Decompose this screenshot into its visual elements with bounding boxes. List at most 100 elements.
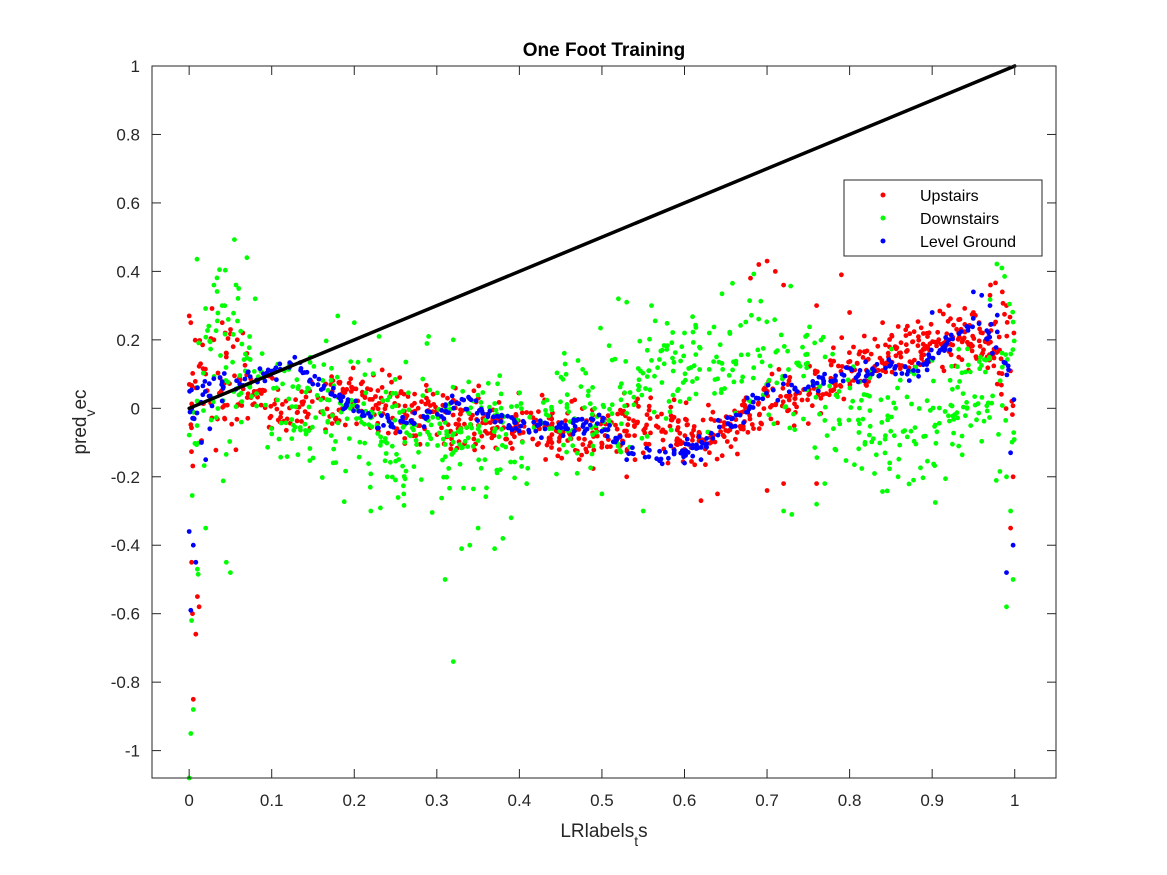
point-level-ground	[694, 445, 700, 451]
point-downstairs	[195, 571, 201, 577]
point-upstairs	[488, 420, 493, 425]
point-upstairs	[228, 327, 233, 332]
point-downstairs	[950, 386, 955, 392]
point-downstairs	[238, 419, 244, 425]
point-level-ground	[610, 439, 616, 445]
point-downstairs	[495, 381, 500, 387]
point-downstairs	[306, 386, 311, 392]
point-downstairs	[817, 411, 822, 417]
point-downstairs	[200, 370, 206, 376]
point-level-ground	[820, 376, 825, 381]
point-upstairs	[683, 416, 688, 422]
point-downstairs	[554, 370, 560, 376]
point-downstairs	[475, 525, 481, 531]
point-upstairs	[370, 397, 375, 402]
point-downstairs	[609, 357, 615, 363]
point-level-ground	[542, 420, 548, 426]
point-level-ground	[816, 374, 822, 380]
point-downstairs	[882, 450, 888, 456]
point-downstairs	[749, 312, 754, 318]
point-downstairs	[341, 499, 347, 505]
point-level-ground	[443, 402, 448, 408]
point-downstairs	[265, 444, 270, 450]
point-upstairs	[646, 441, 652, 447]
point-downstairs	[380, 398, 386, 403]
point-level-ground	[717, 424, 722, 430]
point-downstairs	[519, 406, 524, 411]
point-downstairs	[693, 391, 699, 397]
point-downstairs	[331, 446, 337, 452]
point-downstairs	[328, 377, 334, 383]
point-downstairs	[664, 347, 670, 352]
point-downstairs	[586, 388, 591, 394]
point-downstairs	[788, 283, 794, 289]
point-downstairs	[661, 361, 667, 367]
point-downstairs	[388, 459, 393, 465]
point-downstairs	[955, 384, 960, 390]
point-upstairs	[520, 430, 526, 435]
point-downstairs	[546, 426, 552, 432]
point-upstairs	[756, 426, 762, 432]
point-downstairs	[812, 340, 818, 346]
point-downstairs	[644, 374, 650, 379]
point-upstairs	[969, 348, 975, 354]
point-upstairs	[450, 412, 456, 418]
point-upstairs	[537, 426, 542, 432]
point-downstairs	[524, 481, 530, 487]
point-downstairs	[963, 413, 968, 419]
point-upstairs	[828, 362, 834, 368]
point-downstairs	[218, 353, 223, 358]
point-downstairs	[307, 446, 313, 451]
point-level-ground	[1010, 542, 1016, 548]
point-downstairs	[368, 508, 374, 514]
point-upstairs	[814, 481, 819, 486]
point-downstairs	[750, 375, 756, 381]
point-downstairs	[738, 323, 743, 328]
point-level-ground	[423, 416, 429, 421]
point-upstairs	[1002, 311, 1007, 317]
point-level-ground	[203, 389, 208, 394]
point-downstairs	[400, 463, 405, 469]
point-downstairs	[497, 373, 503, 379]
point-upstairs	[918, 325, 924, 331]
point-downstairs	[1008, 351, 1014, 357]
point-level-ground	[509, 427, 515, 433]
point-downstairs	[278, 420, 284, 426]
point-level-ground	[287, 360, 293, 366]
point-downstairs	[442, 420, 448, 425]
point-downstairs	[498, 405, 504, 411]
point-upstairs	[669, 417, 675, 423]
point-level-ground	[328, 391, 334, 396]
point-upstairs	[930, 339, 935, 345]
point-downstairs	[946, 413, 951, 419]
point-upstairs	[974, 356, 979, 361]
point-upstairs	[954, 326, 959, 332]
point-level-ground	[307, 378, 312, 384]
point-downstairs	[661, 343, 667, 348]
point-downstairs	[644, 347, 650, 353]
point-upstairs	[1000, 300, 1006, 306]
point-downstairs	[563, 371, 569, 377]
point-downstairs	[564, 392, 570, 398]
point-level-ground	[979, 292, 985, 298]
point-level-ground	[188, 607, 194, 613]
point-downstairs	[972, 394, 978, 399]
point-downstairs	[491, 429, 497, 435]
point-level-ground	[318, 387, 324, 392]
point-downstairs	[764, 319, 770, 325]
point-upstairs	[342, 422, 348, 428]
point-upstairs	[921, 331, 926, 336]
point-upstairs	[935, 329, 941, 335]
point-downstairs	[959, 370, 965, 376]
point-level-ground	[624, 457, 630, 463]
point-level-ground	[947, 347, 953, 353]
point-upstairs	[642, 425, 648, 431]
point-downstairs	[492, 546, 497, 552]
x-tick-label: 0	[184, 791, 193, 810]
point-downstairs	[756, 316, 762, 322]
point-upstairs	[936, 337, 942, 343]
point-downstairs	[590, 432, 596, 438]
point-upstairs	[999, 371, 1005, 377]
point-downstairs	[450, 659, 456, 664]
point-upstairs	[430, 391, 436, 397]
